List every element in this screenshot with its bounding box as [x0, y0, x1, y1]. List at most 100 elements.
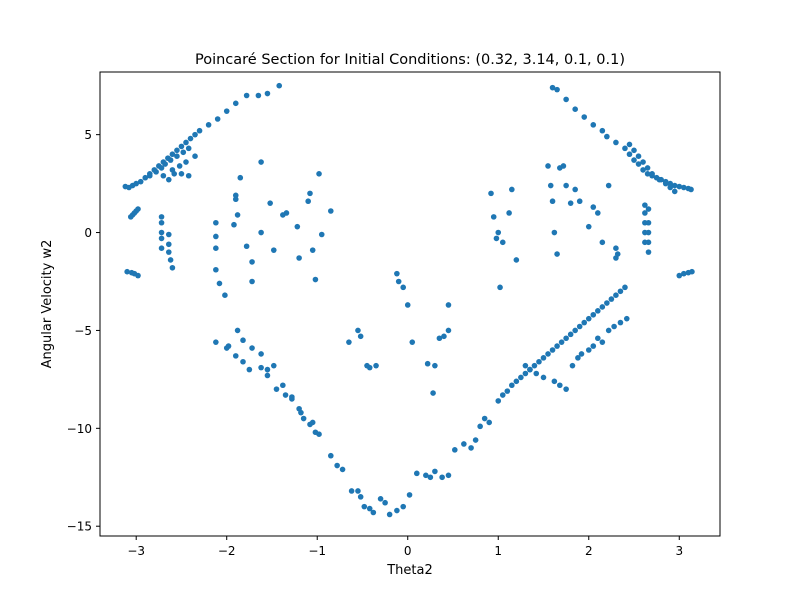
data-point [452, 447, 458, 453]
data-point [213, 233, 219, 240]
data-point [316, 171, 322, 177]
data-point [432, 468, 438, 475]
data-point [214, 116, 221, 122]
data-point [243, 243, 250, 250]
data-point [631, 157, 637, 163]
data-point [423, 472, 429, 479]
data-point [590, 311, 597, 318]
data-point [623, 315, 630, 322]
data-point [169, 151, 176, 158]
data-point [400, 503, 407, 510]
data-point [174, 153, 180, 159]
data-point [493, 235, 500, 242]
data-point [258, 351, 264, 357]
data-point [282, 392, 289, 398]
x-tick-label: 2 [585, 544, 593, 558]
data-point [461, 441, 467, 447]
data-point [223, 108, 230, 114]
data-point [153, 169, 159, 175]
data-point [213, 219, 219, 226]
data-point [567, 331, 574, 338]
data-point [196, 127, 203, 134]
data-point [560, 163, 567, 169]
data-point [689, 268, 695, 275]
data-point [656, 176, 663, 183]
data-point [631, 147, 637, 154]
data-point [509, 186, 515, 193]
data-point [276, 82, 283, 89]
x-axis-label: Theta2 [386, 563, 433, 578]
data-point [572, 186, 578, 193]
data-point [232, 192, 239, 199]
data-point [270, 247, 277, 253]
data-point [549, 84, 556, 91]
data-point [185, 172, 192, 179]
x-tick-label: −3 [127, 544, 145, 558]
data-point [445, 302, 452, 308]
data-point [192, 153, 198, 159]
x-tick-label: −2 [218, 544, 236, 558]
data-point [169, 264, 176, 271]
data-point [681, 184, 687, 191]
data-point [296, 255, 302, 261]
data-point [622, 284, 628, 291]
data-point [572, 327, 578, 334]
data-point [167, 157, 174, 163]
data-point [213, 339, 219, 345]
data-point [249, 278, 255, 285]
data-point [377, 496, 384, 502]
data-point [176, 163, 183, 169]
data-point [178, 143, 185, 150]
data-point [178, 171, 185, 177]
data-point [234, 327, 241, 334]
data-point [232, 353, 239, 359]
data-point [635, 161, 642, 167]
data-point [642, 202, 648, 208]
data-point [213, 245, 219, 251]
data-point [309, 419, 316, 426]
data-point [171, 171, 178, 177]
data-point [662, 180, 669, 187]
data-point [622, 145, 628, 152]
data-point [240, 337, 246, 344]
y-tick-label: 5 [84, 128, 92, 142]
data-point [142, 174, 149, 181]
data-point [509, 382, 515, 389]
data-point [563, 386, 569, 392]
data-point [192, 131, 198, 138]
data-point [608, 296, 615, 302]
data-point [585, 315, 592, 322]
data-point [585, 223, 592, 230]
y-tick-label: 0 [84, 226, 92, 240]
data-point [614, 251, 621, 257]
data-point [366, 505, 373, 512]
data-point [595, 210, 601, 216]
data-point [318, 231, 325, 238]
data-point [296, 405, 302, 412]
data-point [213, 266, 219, 273]
data-point [558, 339, 565, 345]
data-point [605, 327, 612, 334]
data-point [232, 196, 239, 203]
data-point [578, 351, 585, 357]
data-point [328, 452, 334, 459]
data-point [531, 362, 538, 369]
data-point [249, 259, 255, 265]
data-point [688, 186, 694, 193]
data-point [563, 182, 569, 189]
data-point [495, 398, 502, 404]
data-point [645, 249, 652, 255]
data-point [617, 288, 624, 295]
data-point [667, 180, 674, 187]
data-point [436, 335, 443, 342]
data-point [604, 133, 610, 140]
data-point [527, 366, 533, 373]
data-point [490, 214, 497, 220]
data-point [599, 127, 606, 134]
y-tick-label: −10 [67, 422, 92, 436]
data-point [165, 231, 172, 238]
data-point [557, 382, 563, 389]
data-point [158, 214, 165, 220]
data-point [361, 503, 368, 510]
data-point [644, 165, 651, 171]
